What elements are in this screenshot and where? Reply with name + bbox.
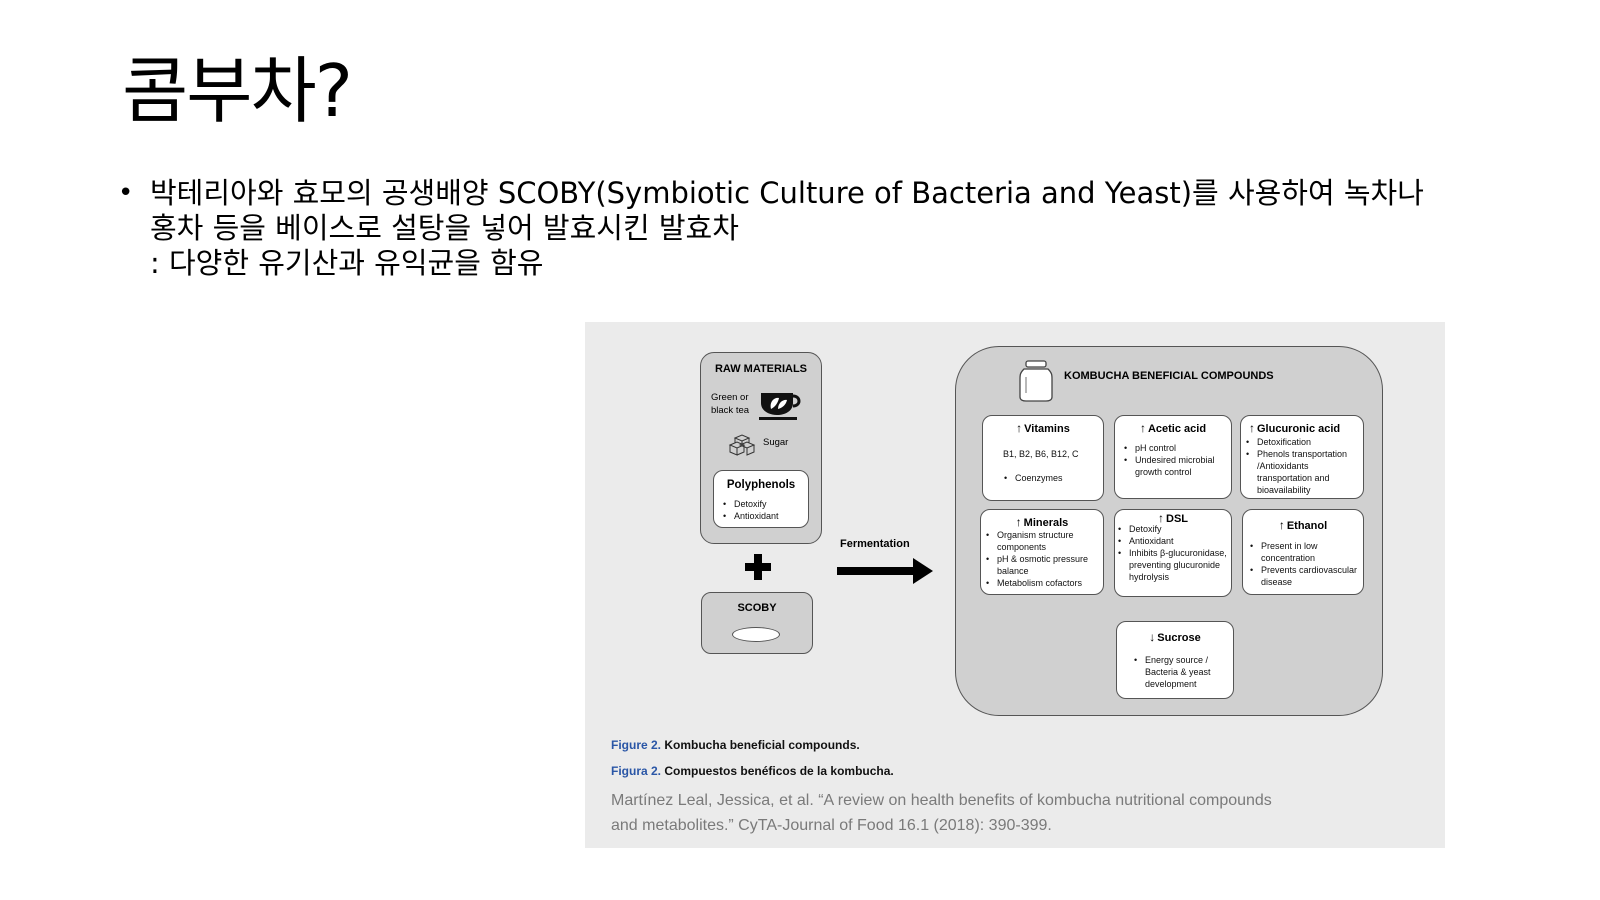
polyphenols-list: Detoxify Antioxidant [720,498,779,522]
sucrose-list: Energy source / Bacteria & yeast develop… [1131,654,1227,690]
list-item: Inhibits β-glucuronidase, preventing glu… [1115,547,1231,583]
acetic-acid-title: ↑ Acetic acid [1139,421,1207,435]
tea-label-line2: black tea [711,405,750,416]
sucrose-box: ↓Sucrose Energy source / Bacteria & yeas… [1116,621,1234,699]
beneficial-compounds-box: KOMBUCHA BENEFICIAL COMPOUNDS ↑ Vitamins … [955,346,1383,716]
list-item: Metabolism cofactors [983,577,1103,589]
minerals-box: ↑Minerals Organism structure components … [980,509,1104,595]
ethanol-box: ↑Ethanol Present in low concentration Pr… [1242,509,1364,595]
fermentation-arrow-icon [837,558,933,584]
polyphenols-title: Polyphenols [726,479,796,491]
glucuronic-acid-box: ↑Glucuronic acid Detoxification Phenols … [1240,415,1364,499]
list-item: Detoxify [1115,523,1231,535]
acetic-acid-list: pH control Undesired microbial growth co… [1121,442,1229,478]
citation-line-1: Martínez Leal, Jessica, et al. “A review… [611,792,1272,809]
list-item: Organism structure components [983,529,1103,553]
list-item: Antioxidant [720,510,779,522]
bullet-line-1: 박테리아와 효모의 공생배양 SCOBY(Symbiotic Culture o… [150,176,1424,210]
raw-materials-box: RAW MATERIALS Green or black tea Sugar P… [700,352,822,544]
caption-english: Figure 2. Kombucha beneficial compounds. [611,738,860,752]
up-arrow-icon: ↑ [1139,421,1146,435]
scoby-disc-icon [732,627,780,642]
ethanol-title: ↑ Ethanol [1278,518,1328,532]
acetic-acid-box: ↑Acetic acid pH control Undesired microb… [1114,415,1232,499]
list-item: Coenzymes [1001,472,1063,484]
bullet-item: • 박테리아와 효모의 공생배양 SCOBY(Symbiotic Culture… [118,176,1448,281]
list-item: Prevents cardiovascular disease [1247,564,1363,588]
minerals-title: ↑ Minerals [1015,515,1069,529]
list-item: Phenols transportation /Antioxidants tra… [1243,448,1361,496]
scoby-title: SCOBY [737,602,777,614]
glucuronic-acid-title: ↑ Glucuronic acid [1249,421,1341,435]
jar-icon [1019,360,1053,402]
fermentation-label: Fermentation [840,538,910,550]
tea-label: Green or black tea [711,391,761,417]
list-item: Present in low concentration [1247,540,1363,564]
bullet-line-3: : 다양한 유기산과 유익균을 함유 [150,246,544,280]
sugar-cubes-icon [728,434,756,456]
plus-icon [745,554,771,580]
glucuronic-acid-list: Detoxification Phenols transportation /A… [1243,436,1361,496]
list-item: Antioxidant [1115,535,1231,547]
citation: Martínez Leal, Jessica, et al. “A review… [611,788,1411,838]
caption-spanish-label: Figura 2. [611,764,662,778]
list-item: pH control [1121,442,1229,454]
caption-english-text: Kombucha beneficial compounds. [664,738,860,752]
bullet-dot: • [118,178,134,208]
up-arrow-icon: ↑ [1015,515,1022,529]
slide-title: 콤부차? [122,49,353,133]
bullet-line-2: 홍차 등을 베이스로 설탕을 넣어 발효시킨 발효차 [150,211,739,245]
vitamins-title: ↑ Vitamins [1016,421,1070,435]
vitamins-b-line: B1, B2, B6, B12, C [1003,449,1079,459]
bullet-text: 박테리아와 효모의 공생배양 SCOBY(Symbiotic Culture o… [150,176,1448,281]
vitamins-list: Coenzymes [1001,472,1063,484]
up-arrow-icon: ↑ [1249,421,1255,435]
caption-english-label: Figure 2. [611,738,662,752]
raw-materials-title: RAW MATERIALS [714,363,808,375]
kombucha-figure: RAW MATERIALS Green or black tea Sugar P… [585,322,1445,848]
tea-label-line1: Green or [711,392,749,403]
sucrose-title: ↓ Sucrose [1149,630,1201,644]
caption-spanish-text: Compuestos benéficos de la kombucha. [664,764,894,778]
polyphenols-box: Polyphenols Detoxify Antioxidant [713,470,809,528]
dsl-box: ↑DSL Detoxify Antioxidant Inhibits β-glu… [1114,509,1232,597]
list-item: Undesired microbial growth control [1121,454,1229,478]
list-item: Detoxify [720,498,779,510]
minerals-list: Organism structure components pH & osmot… [983,529,1103,589]
list-item: Detoxification [1243,436,1361,448]
bullet-list: • 박테리아와 효모의 공생배양 SCOBY(Symbiotic Culture… [118,176,1448,281]
citation-line-2: and metabolites.” CyTA-Journal of Food 1… [611,817,1052,834]
compounds-title: KOMBUCHA BENEFICIAL COMPOUNDS [1064,370,1274,382]
up-arrow-icon: ↑ [1016,421,1023,435]
ethanol-list: Present in low concentration Prevents ca… [1247,540,1363,588]
tea-cup-icon [759,393,801,420]
dsl-list: Detoxify Antioxidant Inhibits β-glucuron… [1115,523,1231,583]
list-item: Energy source / Bacteria & yeast develop… [1131,654,1227,690]
down-arrow-icon: ↓ [1149,630,1156,644]
up-arrow-icon: ↑ [1278,518,1285,532]
up-arrow-icon: ↑ [1158,511,1164,525]
dsl-title: ↑ DSL [1158,511,1188,525]
caption-spanish: Figura 2. Compuestos benéficos de la kom… [611,764,894,778]
sugar-label: Sugar [763,437,789,448]
scoby-box: SCOBY [701,592,813,654]
list-item: pH & osmotic pressure balance [983,553,1103,577]
vitamins-box: ↑Vitamins B1, B2, B6, B12, C Coenzymes [982,415,1104,501]
